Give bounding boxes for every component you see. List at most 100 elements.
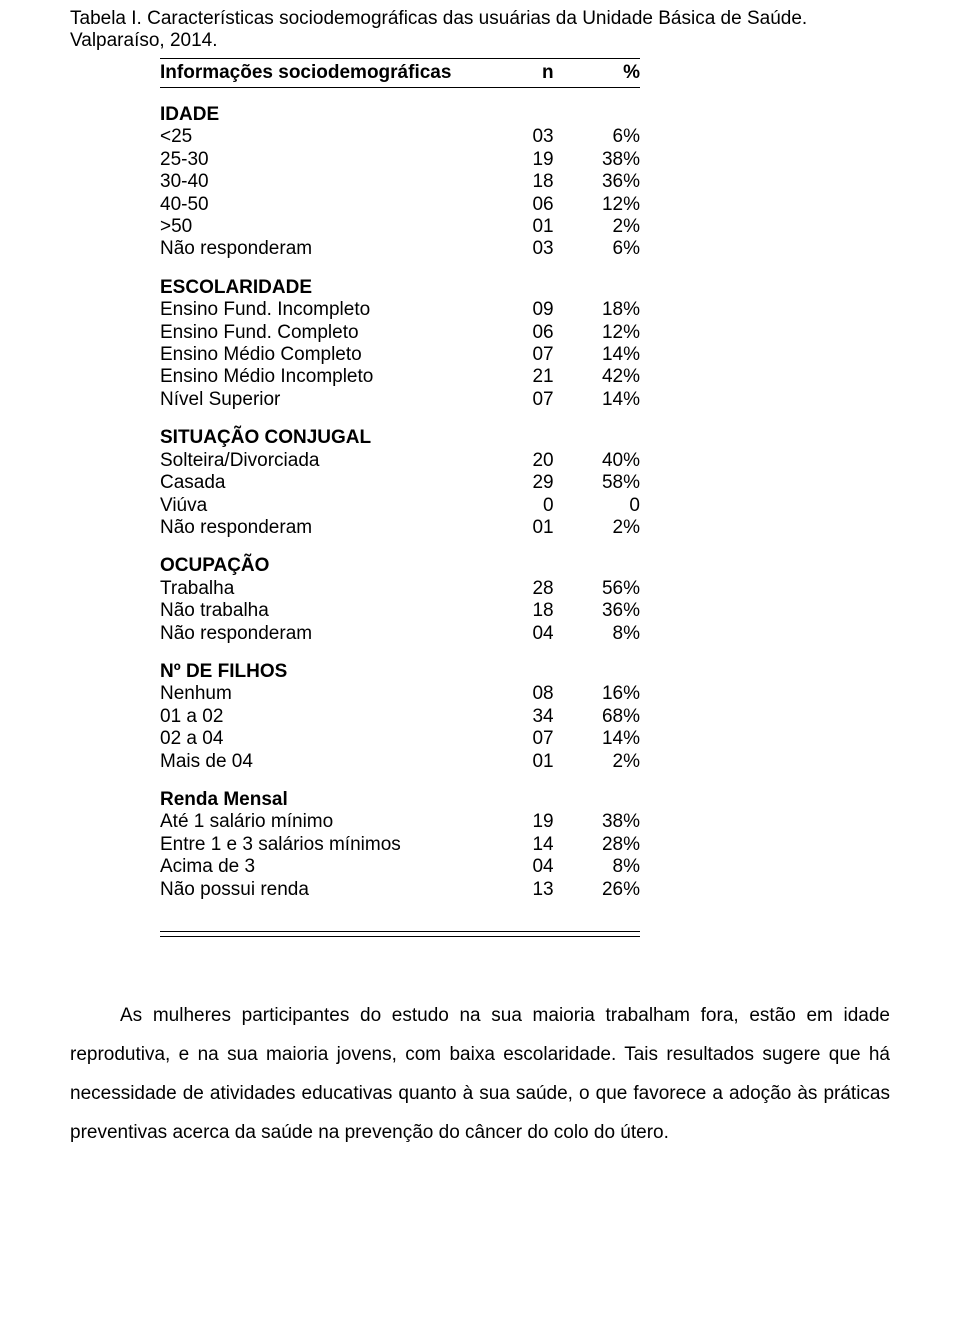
row-label: Não responderam xyxy=(160,238,467,260)
row-n: 04 xyxy=(467,623,553,645)
header-info: Informações sociodemográficas xyxy=(160,59,467,88)
section-title: OCUPAÇÃO xyxy=(160,539,640,577)
row-n: 28 xyxy=(467,578,553,600)
row-pct: 58% xyxy=(554,472,640,494)
row-pct: 40% xyxy=(554,450,640,472)
row-label: Não trabalha xyxy=(160,600,467,622)
row-pct: 56% xyxy=(554,578,640,600)
row-label: >50 xyxy=(160,216,467,238)
row-pct: 16% xyxy=(554,683,640,705)
table-row: 25-301938% xyxy=(160,149,640,171)
table-row: Nenhum0816% xyxy=(160,683,640,705)
row-label: Viúva xyxy=(160,495,467,517)
row-pct: 42% xyxy=(554,366,640,388)
row-label: Ensino Fund. Incompleto xyxy=(160,299,467,321)
row-n: 0 xyxy=(467,495,553,517)
row-n: 34 xyxy=(467,706,553,728)
row-pct: 6% xyxy=(554,238,640,260)
row-label: Casada xyxy=(160,472,467,494)
table-row: >50012% xyxy=(160,216,640,238)
row-n: 01 xyxy=(467,517,553,539)
row-pct: 2% xyxy=(554,517,640,539)
table-row: Não possui renda1326% xyxy=(160,879,640,901)
table-row: Solteira/Divorciada2040% xyxy=(160,450,640,472)
row-label: 40-50 xyxy=(160,194,467,216)
row-label: Acima de 3 xyxy=(160,856,467,878)
section-title: IDADE xyxy=(160,88,640,127)
table-row: Até 1 salário mínimo1938% xyxy=(160,811,640,833)
row-n: 21 xyxy=(467,366,553,388)
row-label: Ensino Fund. Completo xyxy=(160,322,467,344)
table-row: Ensino Médio Incompleto2142% xyxy=(160,366,640,388)
row-n: 07 xyxy=(467,389,553,411)
header-n: n xyxy=(467,59,553,88)
table-row: Ensino Fund. Completo0612% xyxy=(160,322,640,344)
row-pct: 68% xyxy=(554,706,640,728)
table-row: 30-401836% xyxy=(160,171,640,193)
row-label: Não possui renda xyxy=(160,879,467,901)
section-title: Nº DE FILHOS xyxy=(160,645,640,683)
row-label: 02 a 04 xyxy=(160,728,467,750)
section-header: SITUAÇÃO CONJUGAL xyxy=(160,411,640,449)
table-row: 02 a 040714% xyxy=(160,728,640,750)
table-row: Não trabalha1836% xyxy=(160,600,640,622)
row-n: 19 xyxy=(467,811,553,833)
table-row: Nível Superior0714% xyxy=(160,389,640,411)
table-row: Viúva00 xyxy=(160,495,640,517)
row-n: 18 xyxy=(467,600,553,622)
table-row: Mais de 04012% xyxy=(160,751,640,773)
row-label: Entre 1 e 3 salários mínimos xyxy=(160,834,467,856)
row-label: Solteira/Divorciada xyxy=(160,450,467,472)
table-row: Não responderam048% xyxy=(160,623,640,645)
table-row: 40-500612% xyxy=(160,194,640,216)
row-pct: 14% xyxy=(554,389,640,411)
table-caption: Tabela I. Características sociodemográfi… xyxy=(70,8,890,52)
row-n: 07 xyxy=(467,344,553,366)
table-container: Informações sociodemográficas n % IDADE<… xyxy=(160,58,640,941)
row-n: 08 xyxy=(467,683,553,705)
section-title: Renda Mensal xyxy=(160,773,640,811)
row-n: 06 xyxy=(467,322,553,344)
row-pct: 18% xyxy=(554,299,640,321)
table-header-row: Informações sociodemográficas n % xyxy=(160,59,640,88)
row-n: 20 xyxy=(467,450,553,472)
section-title: ESCOLARIDADE xyxy=(160,261,640,299)
row-n: 07 xyxy=(467,728,553,750)
row-n: 29 xyxy=(467,472,553,494)
table-row: Não responderam012% xyxy=(160,517,640,539)
row-pct: 12% xyxy=(554,322,640,344)
row-label: Mais de 04 xyxy=(160,751,467,773)
row-label: 30-40 xyxy=(160,171,467,193)
row-pct: 36% xyxy=(554,600,640,622)
row-n: 04 xyxy=(467,856,553,878)
table-end-rules xyxy=(160,931,640,941)
row-pct: 2% xyxy=(554,751,640,773)
row-n: 03 xyxy=(467,126,553,148)
demographics-table: Informações sociodemográficas n % IDADE<… xyxy=(160,58,640,901)
row-label: 25-30 xyxy=(160,149,467,171)
section-title: SITUAÇÃO CONJUGAL xyxy=(160,411,640,449)
body-paragraph: As mulheres participantes do estudo na s… xyxy=(70,997,890,1153)
table-row: Acima de 3048% xyxy=(160,856,640,878)
row-n: 06 xyxy=(467,194,553,216)
row-label: Nível Superior xyxy=(160,389,467,411)
section-header: Renda Mensal xyxy=(160,773,640,811)
row-pct: 12% xyxy=(554,194,640,216)
table-row: Trabalha2856% xyxy=(160,578,640,600)
row-label: 01 a 02 xyxy=(160,706,467,728)
row-label: Não responderam xyxy=(160,623,467,645)
section-header: OCUPAÇÃO xyxy=(160,539,640,577)
row-n: 01 xyxy=(467,751,553,773)
row-pct: 8% xyxy=(554,856,640,878)
table-row: Não responderam036% xyxy=(160,238,640,260)
section-header: Nº DE FILHOS xyxy=(160,645,640,683)
row-pct: 38% xyxy=(554,811,640,833)
table-row: Ensino Médio Completo0714% xyxy=(160,344,640,366)
row-n: 18 xyxy=(467,171,553,193)
table-row: Entre 1 e 3 salários mínimos1428% xyxy=(160,834,640,856)
row-pct: 6% xyxy=(554,126,640,148)
table-row: Ensino Fund. Incompleto0918% xyxy=(160,299,640,321)
row-pct: 36% xyxy=(554,171,640,193)
row-label: Ensino Médio Completo xyxy=(160,344,467,366)
row-n: 14 xyxy=(467,834,553,856)
